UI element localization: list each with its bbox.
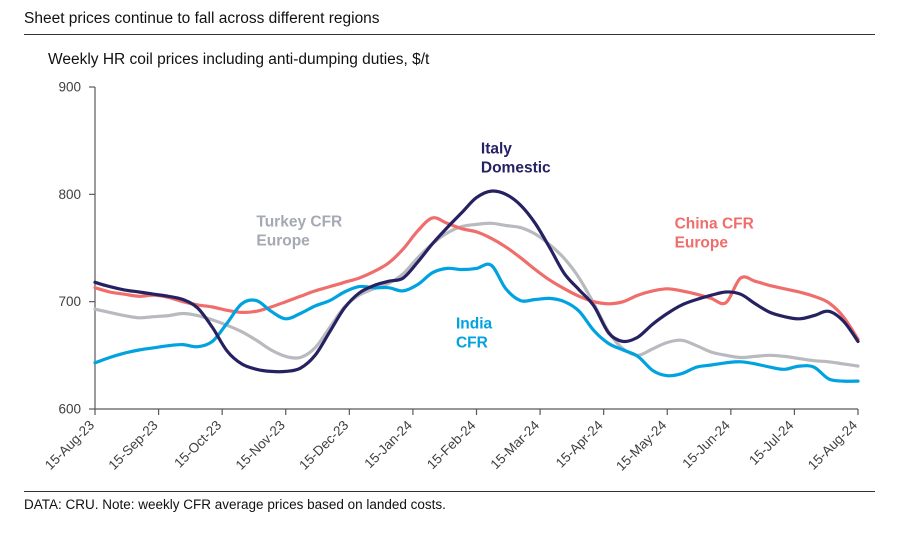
chart-page: Sheet prices continue to fall across dif… <box>0 9 899 537</box>
svg-text:15-Mar-24: 15-Mar-24 <box>488 417 543 472</box>
svg-text:15-Apr-24: 15-Apr-24 <box>553 417 606 470</box>
svg-text:15-Aug-23: 15-Aug-23 <box>42 418 97 473</box>
svg-text:15-Dec-23: 15-Dec-23 <box>296 418 351 473</box>
y-axis-labels: 600 700 800 900 <box>58 80 81 417</box>
svg-text:15-Jun-24: 15-Jun-24 <box>679 417 733 471</box>
title-divider <box>24 34 875 35</box>
svg-text:15-Aug-24: 15-Aug-24 <box>805 417 861 473</box>
series-line-india-cfr <box>93 262 860 383</box>
svg-text:15-Jan-24: 15-Jan-24 <box>361 417 415 471</box>
series-label-italy-domestic: Italy Domestic <box>481 141 551 177</box>
svg-text:15-Jul-24: 15-Jul-24 <box>746 417 797 468</box>
footer-divider <box>24 491 875 492</box>
svg-text:15-Oct-23: 15-Oct-23 <box>171 418 224 471</box>
x-axis-labels: 15-Aug-23 15-Sep-23 15-Oct-23 15-Nov-23 15-D… <box>42 417 861 474</box>
svg-text:15-Feb-24: 15-Feb-24 <box>424 417 479 472</box>
series-line-italy-domestic <box>93 189 860 374</box>
svg-text:15-Sep-23: 15-Sep-23 <box>106 418 161 473</box>
series-label-turkey-cfr-europe: Turkey CFR Europe <box>256 214 342 250</box>
footer-note: DATA: CRU. Note: weekly CFR average pric… <box>24 497 446 512</box>
svg-text:800: 800 <box>58 187 81 202</box>
series-line-turkey-cfr-europe <box>93 221 860 368</box>
page-title: Sheet prices continue to fall across dif… <box>24 10 380 27</box>
axes <box>89 86 859 415</box>
chart-subtitle: Weekly HR coil prices including anti-dum… <box>48 51 430 68</box>
svg-text:900: 900 <box>58 80 81 95</box>
series-label-china-cfr-europe: China CFR Europe <box>675 216 754 252</box>
series-line-china-cfr-europe <box>93 216 860 341</box>
series-label-india-cfr: India CFR <box>456 316 493 352</box>
svg-text:600: 600 <box>58 402 81 417</box>
svg-text:700: 700 <box>58 294 81 309</box>
svg-text:15-Nov-23: 15-Nov-23 <box>233 418 288 473</box>
svg-text:15-May-24: 15-May-24 <box>613 417 670 474</box>
